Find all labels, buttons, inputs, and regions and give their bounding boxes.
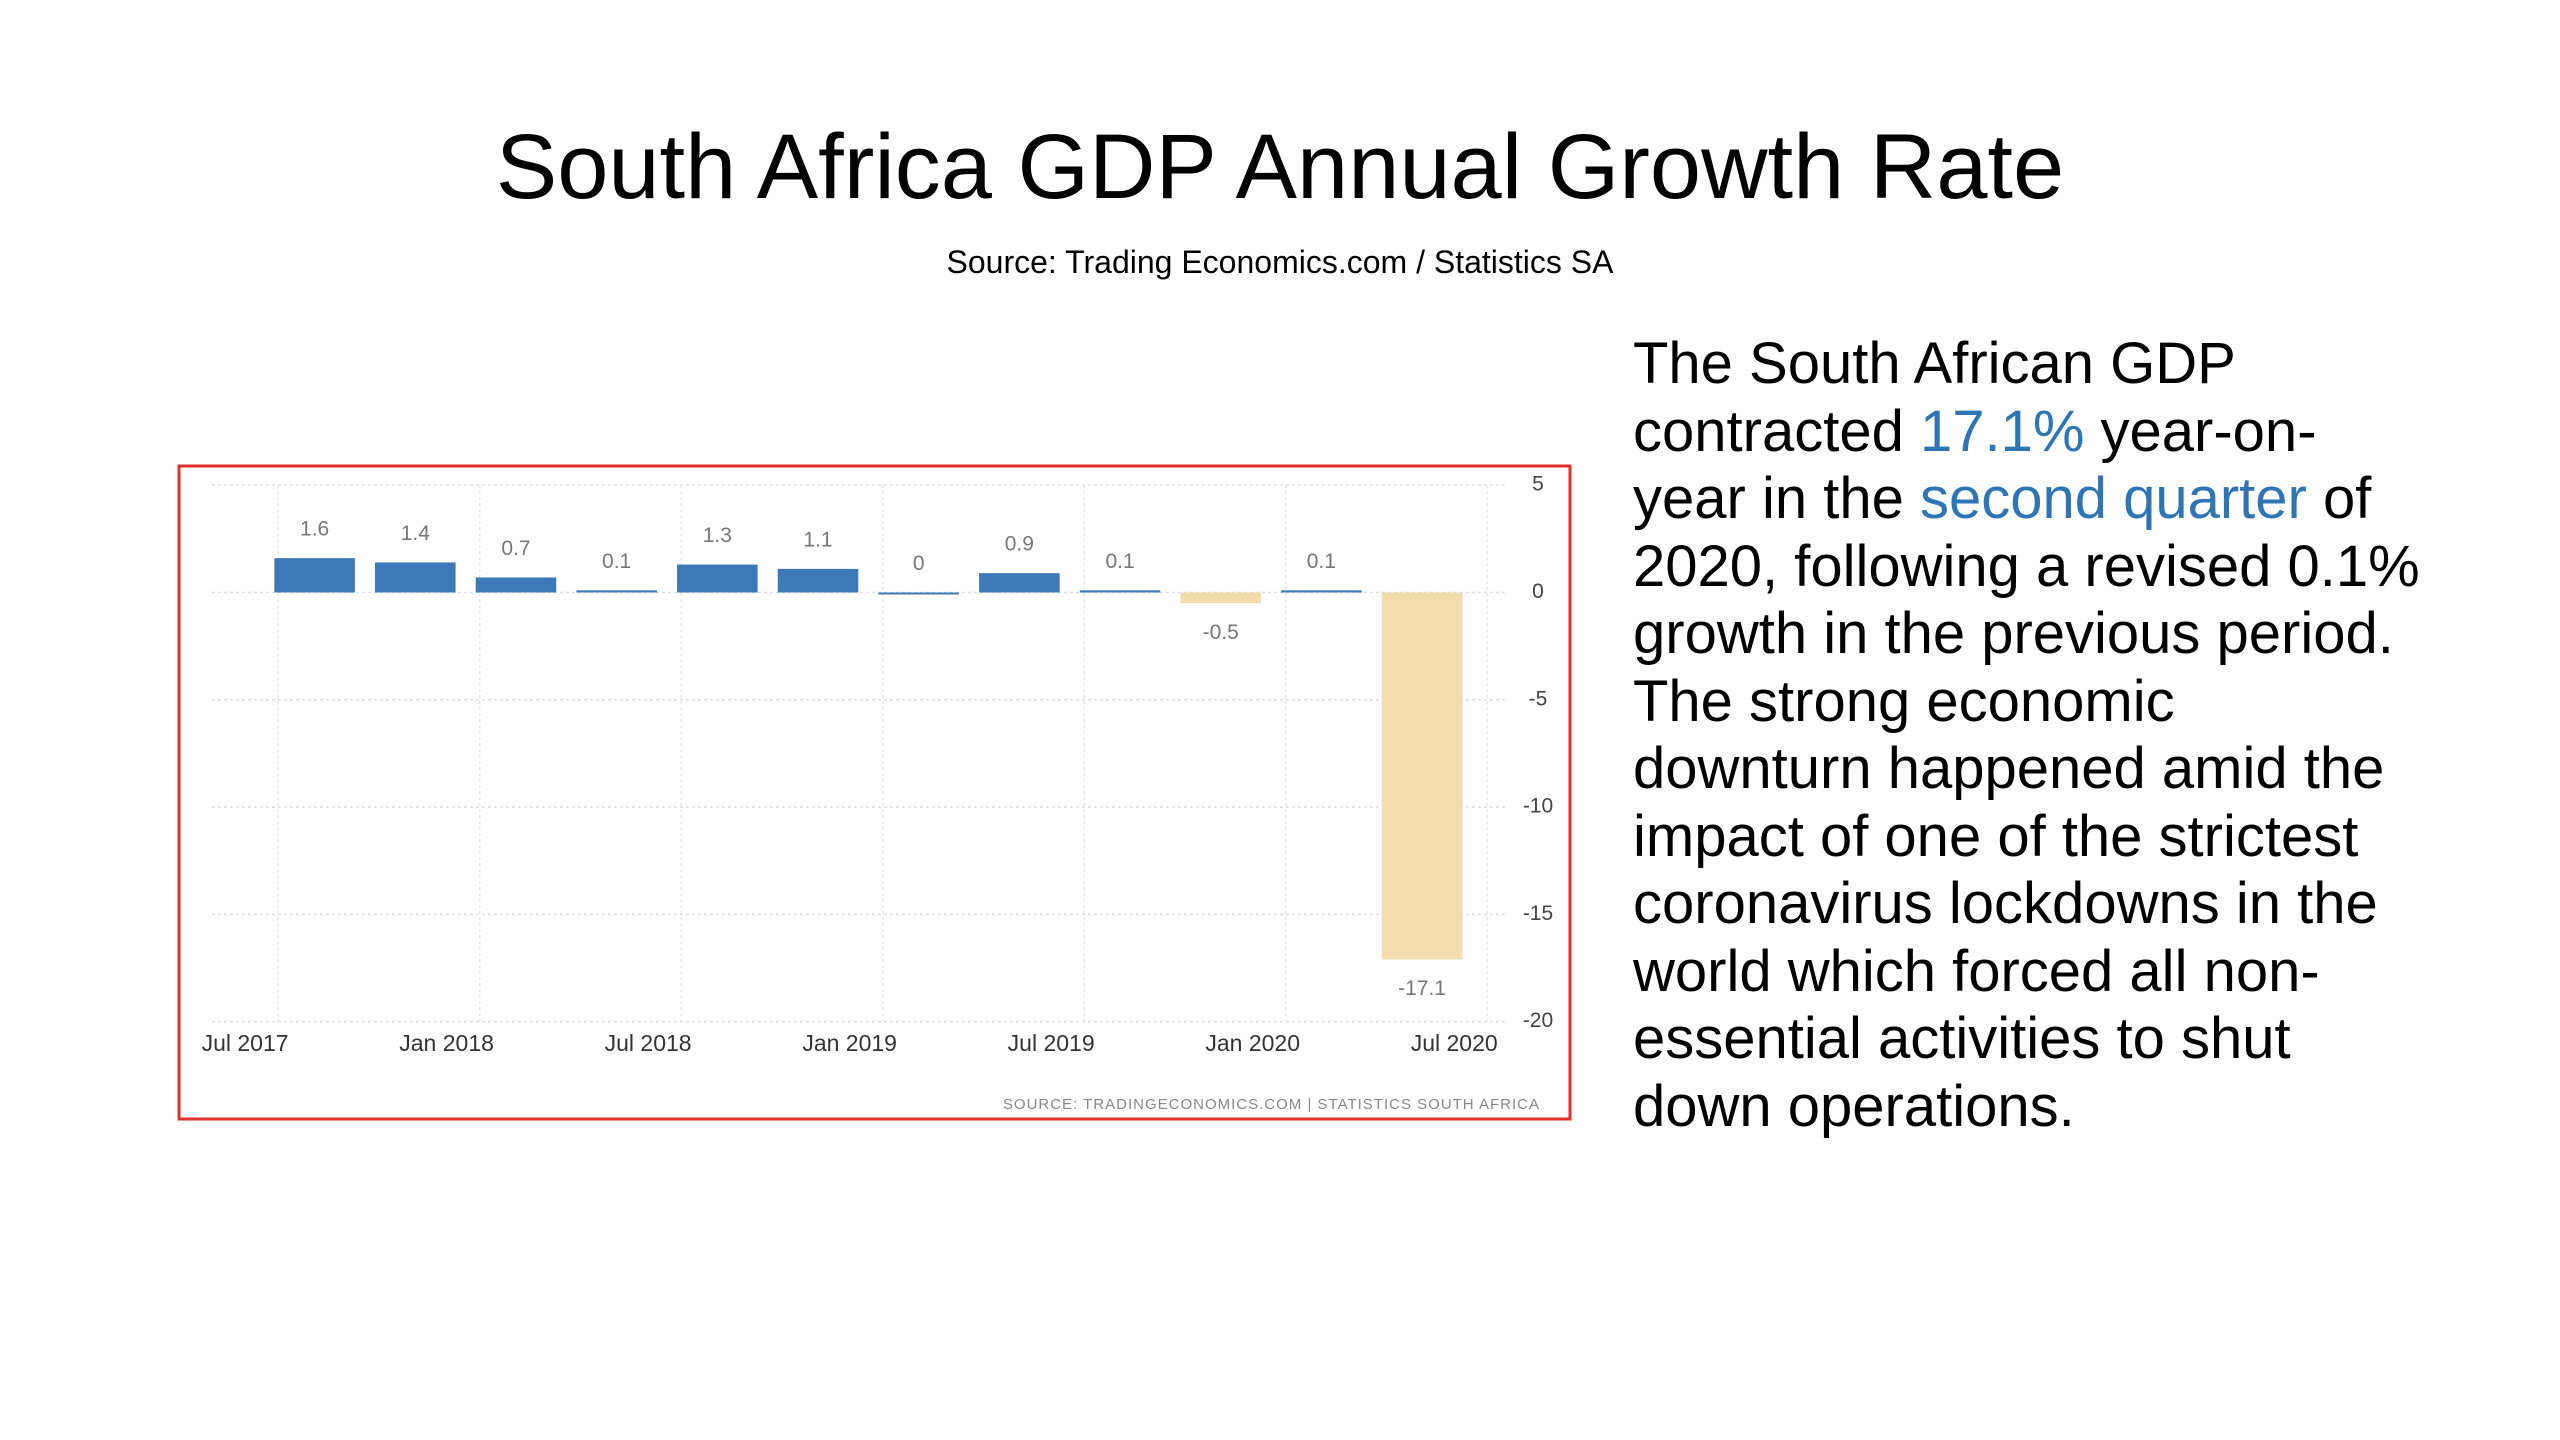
- y-tick-label: -5: [1529, 687, 1548, 710]
- bar: [1281, 590, 1362, 593]
- highlight: second quarter: [1919, 466, 2307, 531]
- bar: [375, 562, 456, 593]
- x-tick-label: Jul 2017: [202, 1030, 289, 1056]
- bar: [677, 564, 758, 593]
- value-label: -17.1: [1398, 977, 1446, 1000]
- y-tick-label: 5: [1532, 473, 1544, 496]
- bar: [274, 558, 355, 593]
- text-part: The South African GDP contracted: [1633, 331, 2235, 464]
- description: The South African GDP contracted 17.1% y…: [1633, 330, 2423, 1140]
- text-part: year-on-year in the: [1633, 398, 2317, 532]
- value-label: 1.3: [703, 524, 732, 547]
- y-tick-label: -15: [1523, 902, 1553, 925]
- x-tick-label: Jan 2019: [802, 1030, 897, 1056]
- value-label: 0.9: [1005, 533, 1034, 556]
- value-label: 1.6: [300, 518, 329, 541]
- value-label: 1.1: [803, 528, 832, 551]
- chart-source: SOURCE: TRADINGECONOMICS.COM | STATISTIC…: [1003, 1096, 1540, 1113]
- slide-title: South Africa GDP Annual Growth Rate: [495, 116, 2065, 218]
- bar: [979, 573, 1060, 593]
- x-tick-label: Jan 2020: [1205, 1030, 1300, 1056]
- bar: [1079, 590, 1161, 593]
- value-label: 0.1: [602, 550, 631, 573]
- y-tick-label: -20: [1523, 1009, 1553, 1032]
- value-label: 1.4: [401, 522, 431, 545]
- chart-frame: [177, 464, 1572, 1121]
- bar: [878, 592, 959, 595]
- y-tick-label: -10: [1523, 795, 1553, 818]
- highlight: 17.1%: [1919, 398, 2085, 464]
- x-tick-label: Jan 2018: [399, 1030, 494, 1056]
- x-tick-label: Jul 2018: [605, 1030, 692, 1056]
- bar: [475, 577, 557, 593]
- y-tick-label: 0: [1532, 580, 1544, 603]
- value-label: 0.7: [501, 537, 530, 560]
- bar: [777, 568, 859, 593]
- x-tick-label: Jul 2020: [1411, 1030, 1498, 1056]
- value-label: -0.5: [1203, 621, 1239, 644]
- value-label: 0.1: [1307, 550, 1336, 573]
- slide-subtitle: Source: Trading Economics.com / Statisti…: [946, 244, 1614, 280]
- bar: [1381, 592, 1463, 960]
- text-part: of 2020, following a revised 0.1% growth…: [1633, 466, 2420, 1139]
- bar: [1180, 592, 1261, 604]
- value-label: 0: [913, 552, 925, 575]
- x-tick-label: Jul 2019: [1008, 1030, 1095, 1056]
- bar: [576, 590, 657, 593]
- value-label: 0.1: [1105, 550, 1134, 573]
